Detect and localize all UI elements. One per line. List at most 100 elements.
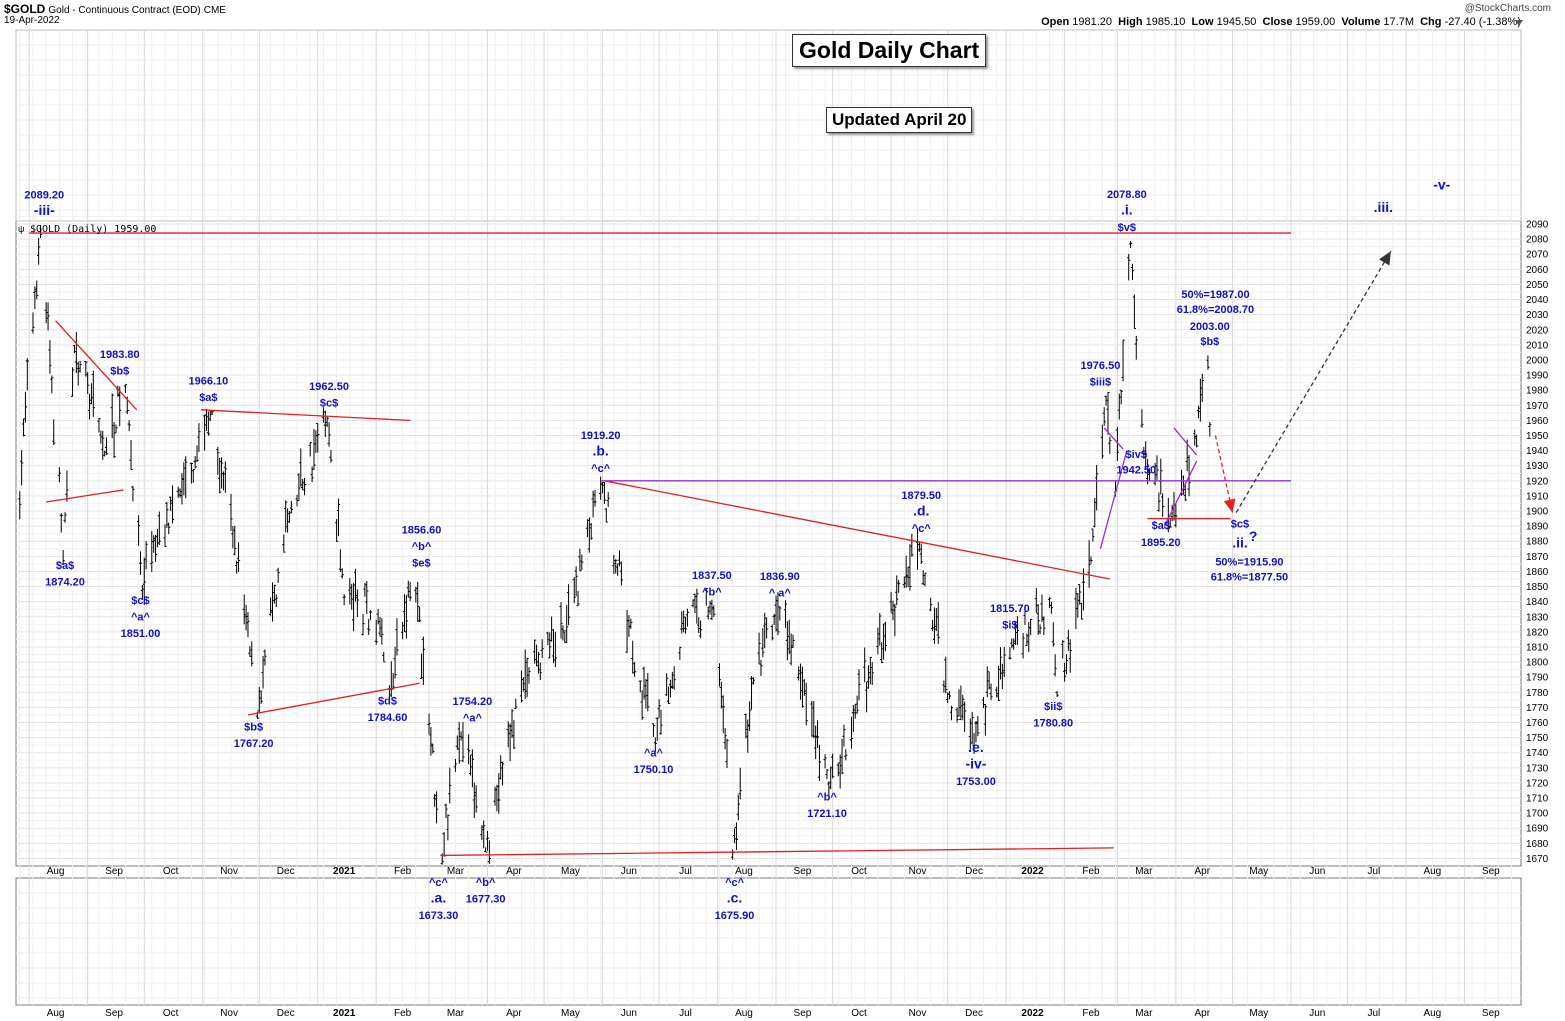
projection-red-dashed (1214, 435, 1234, 513)
x-tick-label: Apr (506, 1008, 522, 1019)
chart-date: 19-Apr-2022 (4, 15, 60, 26)
wave-label: .a. (431, 890, 447, 906)
y-tick-label: 1800 (1526, 658, 1549, 669)
wave-label: .b. (592, 443, 608, 459)
trendline-red (55, 320, 138, 411)
x-tick-label: Aug (1423, 866, 1441, 877)
wave-label: ^ a^ (769, 587, 792, 599)
y-tick-label: 1690 (1526, 824, 1549, 835)
y-tick-label: 1980 (1526, 386, 1549, 397)
x-tick-label: Sep (794, 1008, 812, 1019)
wave-label: .i. (1121, 201, 1133, 217)
x-tick-label: Oct (163, 866, 179, 877)
y-tick-label: 2060 (1526, 265, 1549, 276)
dropdown-icon[interactable] (1515, 20, 1523, 26)
wave-label: $i$ (1002, 619, 1017, 631)
wave-label: 1750.10 (634, 764, 674, 776)
y-tick-label: 2090 (1526, 220, 1549, 231)
trendline-red (604, 480, 1110, 580)
x-tick-label: Aug (47, 866, 65, 877)
wave-label: $iii$ (1090, 376, 1111, 388)
x-tick-label: Mar (1135, 1008, 1153, 1019)
x-tick-label: May (1249, 866, 1268, 877)
y-tick-label: 1790 (1526, 673, 1549, 684)
y-tick-label: 1990 (1526, 371, 1549, 382)
y-tick-label: 1730 (1526, 763, 1549, 774)
wave-label: $a$ (1152, 520, 1170, 532)
x-tick-label: Aug (735, 1008, 753, 1019)
y-tick-label: 1740 (1526, 748, 1549, 759)
wave-label: ^c^ (429, 877, 449, 889)
watermark: @StockCharts.com (1464, 3, 1551, 14)
y-tick-label: 1850 (1526, 582, 1549, 593)
trendline-purple (1103, 427, 1124, 450)
wave-label: 1815.70 (990, 603, 1030, 615)
wave-label: 1856.60 (402, 525, 442, 537)
wave-label: ^c^ (591, 463, 611, 475)
x-tick-label: Feb (1082, 866, 1100, 877)
x-tick-label: Aug (1423, 1008, 1441, 1019)
wave-label: 1721.10 (807, 808, 847, 820)
wave-label: .iii. (1374, 199, 1393, 215)
x-tick-label: Sep (1482, 866, 1500, 877)
x-tick-label: Apr (506, 866, 522, 877)
wave-label: -v- (1433, 176, 1450, 192)
y-tick-label: 1870 (1526, 552, 1549, 563)
chart-title: Gold Daily Chart (792, 34, 987, 67)
y-tick-label: 1700 (1526, 809, 1549, 820)
wave-label: 1879.50 (901, 490, 941, 502)
wave-label: 1780.80 (1033, 718, 1073, 730)
series-label: $GOLD (Daily) 1959.00 (30, 224, 156, 235)
y-tick-label: 1900 (1526, 507, 1549, 518)
x-tick-label: Oct (851, 1008, 867, 1019)
wave-label: $b$ (1200, 336, 1219, 348)
wave-label: 2078.80 (1107, 189, 1147, 201)
trendline-purple (1173, 427, 1198, 456)
x-tick-label: Aug (735, 866, 753, 877)
trendline-purple (1163, 460, 1198, 527)
wave-label: .ii. (1232, 534, 1248, 550)
trendline-red (440, 847, 1114, 857)
wave-label: ^a^ (463, 712, 483, 724)
chart-header-left: $GOLD Gold - Continuous Contract (EOD) C… (4, 2, 226, 16)
wave-label: 1673.30 (419, 910, 459, 922)
x-tick-label: Dec (965, 866, 983, 877)
series-glyph-icon: ψ (18, 224, 24, 234)
x-tick-label: Jun (621, 1008, 637, 1019)
wave-label: 1677.30 (466, 894, 506, 906)
y-tick-label: 1950 (1526, 431, 1549, 442)
wave-label: ^a^ (644, 747, 664, 759)
x-tick-label: Nov (220, 866, 238, 877)
wave-label: ^c^ (725, 877, 745, 889)
x-tick-label: 2021 (333, 866, 356, 877)
wave-label: $e$ (412, 558, 430, 570)
wave-label: 1919.20 (581, 430, 621, 442)
y-tick-label: 1840 (1526, 597, 1549, 608)
wave-label: 1836.90 (760, 571, 800, 583)
x-tick-label: Apr (1194, 1008, 1210, 1019)
ohlc-readout: Open 1981.20 High 1985.10 Low 1945.50 Cl… (1041, 16, 1521, 28)
trendline-red (200, 409, 411, 422)
x-tick-label: Oct (851, 866, 867, 877)
x-tick-label: Mar (447, 866, 465, 877)
x-tick-label: Nov (220, 1008, 238, 1019)
arrowhead-red (1223, 498, 1236, 513)
y-tick-label: 2020 (1526, 325, 1549, 336)
wave-label: $v$ (1118, 222, 1136, 234)
wave-label: $c$ (131, 595, 149, 607)
wave-label: 1895.20 (1141, 537, 1181, 549)
exchange: CME (203, 5, 226, 16)
y-tick-label: 1920 (1526, 476, 1549, 487)
x-tick-label: Feb (394, 1008, 412, 1019)
y-tick-label: 1960 (1526, 416, 1549, 427)
symbol: $GOLD (4, 2, 46, 16)
y-tick-label: 1810 (1526, 642, 1549, 653)
y-tick-label: 1890 (1526, 522, 1549, 533)
wave-label: 2003.00 (1190, 321, 1230, 333)
y-tick-label: 1940 (1526, 446, 1549, 457)
wave-label: $d$ (378, 695, 397, 707)
x-tick-label: Aug (47, 1008, 65, 1019)
x-tick-label: Jul (679, 1008, 692, 1019)
wave-label: -iii- (34, 202, 55, 218)
wave-label: $c$ (1231, 519, 1249, 531)
